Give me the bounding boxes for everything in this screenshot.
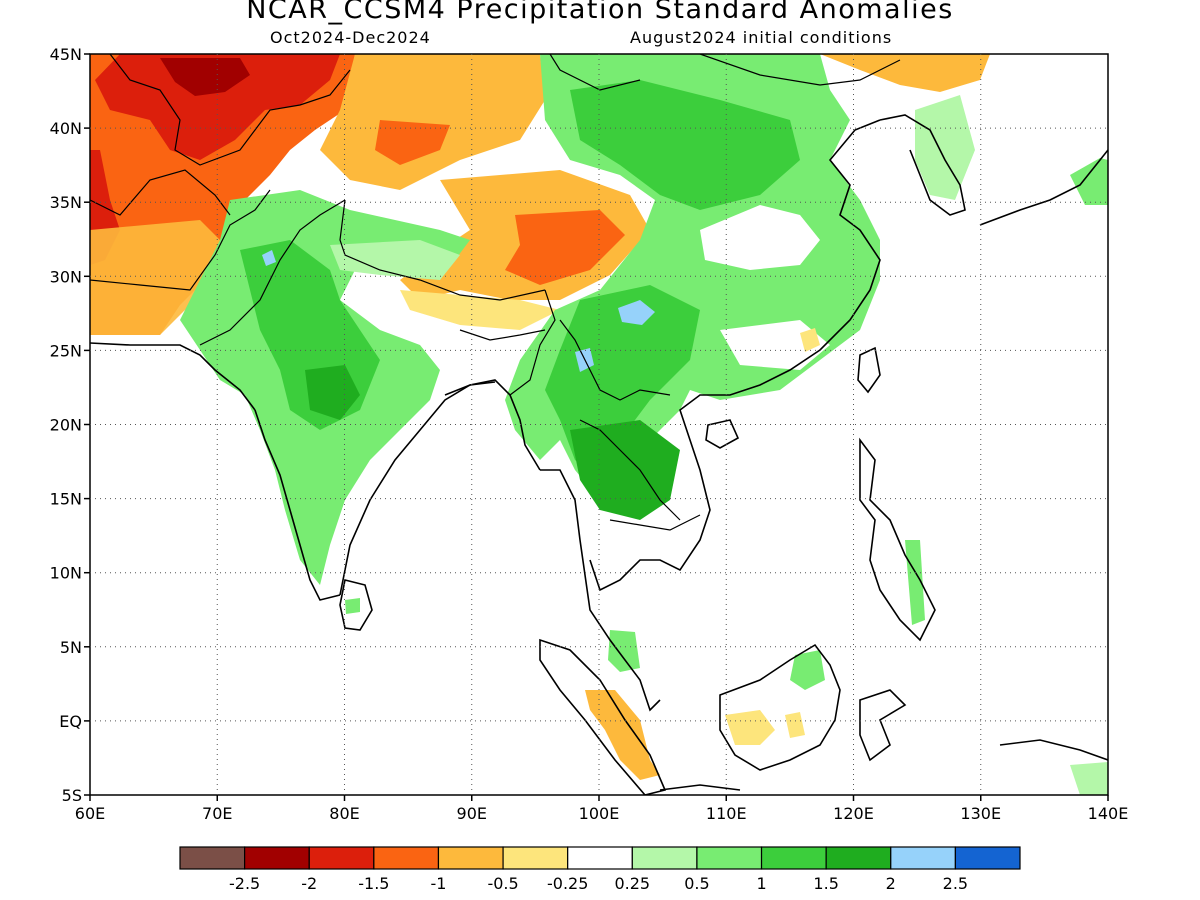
- coast-srilanka: [339, 579, 373, 631]
- coast-java: [659, 784, 741, 791]
- colorbar-tick-label: -2.5: [229, 874, 260, 893]
- colorbar-swatch: [308, 846, 375, 870]
- coast-gulf-thailand: [589, 119, 881, 592]
- coast-arabian-sea: [90, 342, 256, 411]
- dry-area-sumatra: [585, 690, 660, 780]
- coast-philippines: [859, 437, 936, 642]
- coast-korea: [879, 114, 966, 216]
- very-wet-spot-1: [618, 300, 655, 325]
- colorbar-tick-label: -1: [430, 874, 446, 893]
- lon-tick-label: 130E: [960, 804, 1001, 823]
- colorbar-tick-label: 2: [886, 874, 896, 893]
- colorbar-tick-label: 0.25: [614, 874, 650, 893]
- lon-tick-label: 70E: [202, 804, 232, 823]
- country-borders: [90, 54, 901, 531]
- axes: 60E 70E 80E 90E 100E 110E 120E 130E 140E 45N 40N 35…: [50, 45, 1129, 823]
- lon-tick-label: 110E: [706, 804, 747, 823]
- colorbar-swatch: [567, 846, 633, 870]
- wet-area-malaya: [608, 630, 640, 672]
- wet-area-indochina: [570, 420, 680, 520]
- lat-tick-label: 5S: [62, 786, 82, 805]
- forecast-period: Oct2024-Dec2024: [270, 28, 431, 47]
- lat-tick-label: 25N: [50, 341, 82, 360]
- very-dry-core: [95, 54, 340, 160]
- colorbar-swatch: [502, 846, 569, 870]
- wet-spot-srilanka: [345, 598, 360, 614]
- colorbar-swatch: [179, 846, 246, 870]
- lat-tick-label: 45N: [50, 45, 82, 64]
- colorbar-tick-label: -2: [301, 874, 317, 893]
- dry-area-kunlun-core: [505, 210, 625, 285]
- colorbar-tick-label: -1.5: [358, 874, 389, 893]
- lat-tick-label: 30N: [50, 267, 82, 286]
- coast-sulawesi: [859, 689, 907, 762]
- wet-area-borneo-north: [790, 650, 825, 690]
- coast-newguinea: [999, 739, 1108, 761]
- lat-tick-label: 10N: [50, 564, 82, 583]
- coast-myanmar-malaya: [540, 469, 661, 712]
- dry-area-borneo: [725, 710, 775, 745]
- coast-india-east: [339, 379, 541, 596]
- dry-area-northeast: [820, 54, 990, 92]
- wet-area-korea: [915, 95, 975, 200]
- colorbar-swatch: [373, 846, 440, 870]
- lon-tick-label: 80E: [329, 804, 359, 823]
- colorbar-swatch: [437, 846, 504, 870]
- wet-area-china-core: [570, 80, 800, 210]
- wet-area-newguinea: [1070, 762, 1108, 795]
- colorbar-swatch: [825, 846, 892, 870]
- coast-india-west: [254, 409, 341, 601]
- colorbar-swatch: [954, 846, 1021, 870]
- initial-conditions: August2024 initial conditions: [630, 28, 893, 47]
- lon-tick-label: 140E: [1088, 804, 1129, 823]
- coastlines: [90, 114, 1108, 795]
- light-wet-area-india-north: [330, 240, 460, 280]
- dry-area-tibet: [320, 54, 545, 190]
- lat-tick-label: 40N: [50, 119, 82, 138]
- lon-tick-label: 60E: [75, 804, 105, 823]
- dry-area-borneo-east: [785, 712, 805, 738]
- extreme-dry-core: [160, 58, 250, 96]
- neutral-area-china-east: [700, 205, 820, 270]
- coast-taiwan: [857, 346, 881, 394]
- colorbar-swatch: [244, 846, 310, 870]
- colorbar-tick-label: -0.25: [547, 874, 588, 893]
- very-wet-spot-3: [262, 250, 276, 266]
- wet-area-philippines: [905, 540, 925, 625]
- lat-tick-label: 35N: [50, 193, 82, 212]
- colorbar-tick-label: 2.5: [943, 874, 968, 893]
- dry-area-tibet-core: [375, 120, 450, 165]
- lon-tick-label: 90E: [457, 804, 487, 823]
- colorbar-tick-label: 0.5: [684, 874, 709, 893]
- colorbar-swatch: [696, 846, 763, 870]
- coast-sumatra: [539, 638, 667, 795]
- lat-tick-label: 15N: [50, 490, 82, 509]
- lon-tick-label: 120E: [833, 804, 874, 823]
- lat-tick-label: 5N: [60, 638, 82, 657]
- colorbar-tick-label: -0.5: [487, 874, 518, 893]
- coast-bay-bengal-delta: [444, 381, 496, 396]
- wet-area-japan: [1070, 158, 1108, 205]
- dry-spot-coast: [800, 328, 820, 352]
- graticule: [90, 54, 1108, 795]
- colorbar-tick-label: 1: [756, 874, 766, 893]
- colorbar-swatch: [631, 846, 698, 870]
- colorbar-swatch: [760, 846, 827, 870]
- lon-tick-label: 100E: [579, 804, 620, 823]
- coast-japan: [979, 149, 1108, 226]
- lat-tick-label: 20N: [50, 416, 82, 435]
- map-title: NCAR_CCSM4 Precipitation Standard Anomal…: [246, 0, 954, 25]
- coast-borneo: [719, 643, 841, 771]
- moderate-dry-band: [90, 220, 230, 335]
- lat-tick-label: EQ: [59, 712, 82, 731]
- colorbar: -2.5 -2 -1.5 -1 -0.5 -0.25 0.25 0.5 1 1.5 2 2.5: [179, 846, 1021, 893]
- colorbar-swatch: [890, 846, 956, 870]
- wet-area-india-deep: [305, 365, 360, 420]
- dry-area-south-tibet: [400, 290, 560, 330]
- anomaly-field: [90, 54, 1108, 795]
- coast-hainan: [705, 419, 740, 449]
- colorbar-tick-label: 1.5: [813, 874, 838, 893]
